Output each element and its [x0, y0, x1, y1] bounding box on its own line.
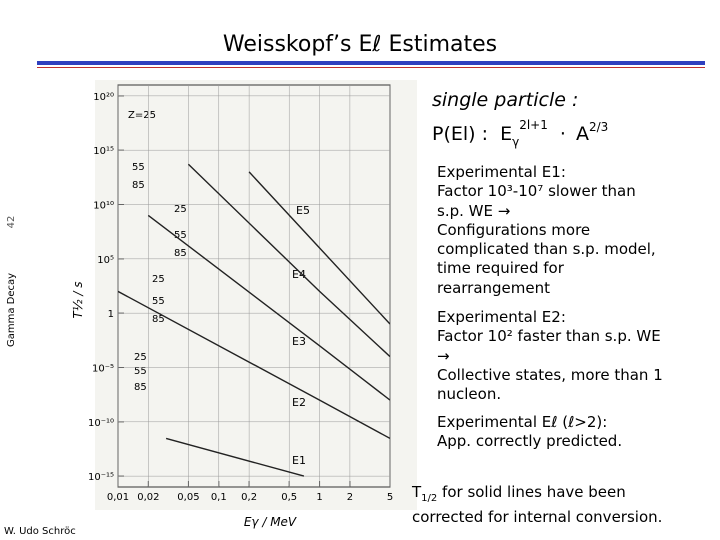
series-label: E5: [296, 204, 310, 217]
annotation: Z=25: [128, 110, 156, 121]
formula-heading: single particle :: [432, 89, 578, 111]
annotation: 55: [132, 162, 145, 173]
series-label: E4: [292, 268, 306, 281]
slide-title: Weisskopf’s Eℓ Estimates: [223, 32, 497, 57]
page-number: 42: [6, 216, 17, 229]
footnote-symbol: T: [412, 483, 422, 501]
note-line: Factor 10² faster than s.p. WE: [437, 327, 661, 346]
annotation: 85: [174, 248, 187, 259]
note-line: Configurations more: [437, 220, 591, 239]
side-label: Gamma Decay: [6, 273, 17, 347]
series-line: [147, 214, 390, 401]
y-tick-label: 10⁻¹⁵: [88, 472, 114, 483]
footnote: T1/2 for solid lines have been corrected…: [412, 483, 662, 527]
formula: P(El) : Eγ2l+1 · A2/3: [432, 112, 608, 149]
series-line: [187, 163, 390, 358]
footnote-line: corrected for internal conversion.: [412, 508, 663, 526]
note-line: Experimental Eℓ (ℓ>2):: [437, 413, 608, 431]
note-line: Experimental E2:: [437, 308, 566, 326]
x-axis-label: Eγ / MeV: [244, 515, 297, 529]
note-e1: Experimental E1: Factor 10³-10⁷ slower th…: [437, 163, 656, 298]
y-axis-label: T½ / s: [71, 282, 85, 319]
annotation: 25: [152, 274, 165, 285]
note-el: Experimental Eℓ (ℓ>2): App. correctly pre…: [437, 413, 622, 452]
annotation: 55: [174, 230, 187, 241]
y-tick-label: 10⁻⁵: [92, 363, 114, 374]
note-line: rearrangement: [437, 278, 551, 297]
note-line: s.p. WE →: [437, 201, 511, 220]
annotation: 85: [134, 382, 147, 393]
annotation: 85: [152, 314, 165, 325]
note-line: nucleon.: [437, 385, 502, 404]
note-line: Collective states, more than 1: [437, 365, 663, 384]
note-e2: Experimental E2: Factor 10² faster than s…: [437, 308, 663, 404]
y-tick-label: 10¹⁵: [93, 146, 114, 157]
x-tick-label: 0,05: [177, 492, 199, 503]
series-line: [165, 437, 305, 477]
x-tick-label: 0,02: [137, 492, 159, 503]
annotation: 25: [174, 204, 187, 215]
chart-background: [95, 80, 417, 510]
annotation: 85: [132, 180, 145, 191]
series-line: [248, 171, 390, 325]
x-tick-label: 2: [347, 492, 353, 503]
footer: W. Udo Schröc: [4, 526, 76, 537]
title-rule: [37, 61, 705, 65]
plot-area: 10²⁰ 10¹⁵ 10¹⁰ 10⁵ 1 10⁻⁵ 10⁻¹⁰ 10⁻¹⁵ 0,01 0,02 0,…: [88, 85, 393, 503]
x-tick-label: 1: [316, 492, 322, 503]
note-line: App. correctly predicted.: [437, 432, 623, 451]
note-line: time required for: [437, 259, 564, 278]
y-tick-label: 10⁻¹⁰: [88, 418, 114, 429]
formula-base2: A: [576, 123, 589, 145]
y-tick-label: 10⁵: [97, 255, 114, 266]
x-tick-label: 0,01: [107, 492, 129, 503]
x-tick-label: 0,2: [241, 492, 257, 503]
note-line: →: [437, 346, 450, 365]
note-line: Experimental E1:: [437, 163, 566, 181]
footnote-line: for solid lines have been: [442, 483, 626, 501]
x-tick-label: 5: [387, 492, 393, 503]
note-line: complicated than s.p. model,: [437, 240, 656, 259]
note-line: Factor 10³-10⁷ slower than: [437, 182, 636, 201]
series-label: E1: [292, 454, 306, 467]
footnote-subscript: 1/2: [421, 493, 438, 504]
annotation: 25: [134, 352, 147, 363]
x-tick-label: 0,5: [281, 492, 297, 503]
y-tick-label: 1: [108, 309, 114, 320]
formula-sup: 2l+1: [519, 118, 548, 132]
formula-base: E: [500, 123, 512, 145]
annotation: 55: [134, 366, 147, 377]
series-label: E2: [292, 396, 306, 409]
formula-sub: γ: [512, 135, 519, 149]
title-rule-red: [37, 67, 705, 68]
formula-dot: ·: [560, 123, 566, 145]
x-tick-label: 0,1: [211, 492, 227, 503]
y-tick-label: 10¹⁰: [93, 201, 114, 212]
series-line: [118, 290, 390, 440]
annotation: 55: [152, 296, 165, 307]
series-label: E3: [292, 335, 306, 348]
formula-sup2: 2/3: [589, 120, 608, 134]
y-tick-label: 10²⁰: [93, 92, 114, 103]
formula-lhs: P(El) :: [432, 123, 488, 145]
